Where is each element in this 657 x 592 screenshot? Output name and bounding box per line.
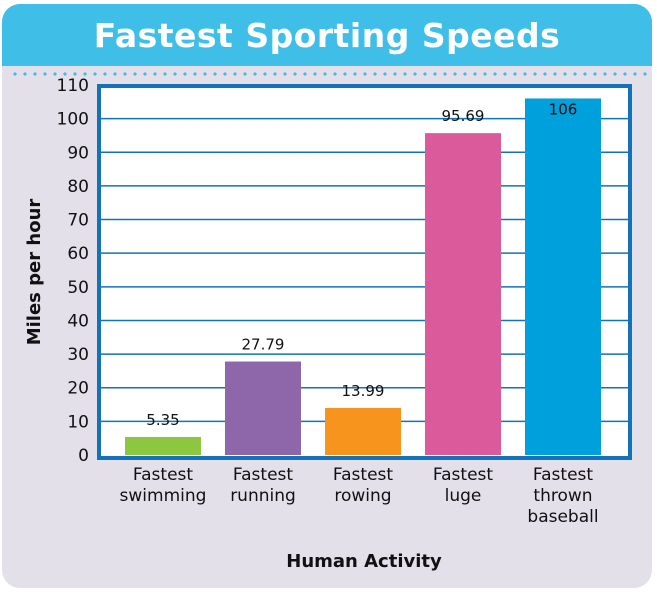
- x-tick-label: Fastest: [333, 465, 393, 485]
- chart-title: Fastest Sporting Speeds: [93, 16, 561, 55]
- x-tick-label: rowing: [334, 486, 391, 506]
- y-tick-label: 40: [67, 311, 89, 331]
- x-tick-label: luge: [445, 486, 482, 506]
- bar: [225, 361, 301, 455]
- x-tick-label: swimming: [120, 486, 207, 506]
- y-axis-title: Miles per hour: [24, 199, 45, 346]
- bar: [525, 98, 601, 456]
- bar: [325, 407, 401, 455]
- y-tick-label: 50: [67, 278, 89, 298]
- x-tick-label: running: [230, 486, 296, 506]
- y-tick-label: 70: [67, 211, 89, 231]
- x-tick-label: thrown: [533, 486, 592, 506]
- x-tick-label: baseball: [527, 507, 598, 527]
- x-tick-label: Fastest: [133, 465, 193, 485]
- data-label: 95.69: [442, 107, 485, 125]
- y-tick-label: 30: [67, 345, 89, 365]
- x-tick-label: Fastest: [433, 465, 493, 485]
- y-tick-label: 100: [57, 110, 89, 130]
- x-tick-label: Fastest: [533, 465, 593, 485]
- bar: [125, 437, 201, 455]
- y-tick-label: 20: [67, 379, 89, 399]
- bar: [425, 133, 501, 455]
- title-banner: Fastest Sporting Speeds: [2, 4, 652, 66]
- y-tick-label: 90: [67, 143, 89, 163]
- x-tick-label: Fastest: [233, 465, 293, 485]
- y-tick-label: 0: [78, 446, 89, 466]
- y-tick-label: 60: [67, 244, 89, 264]
- data-label: 13.99: [342, 382, 385, 400]
- data-label: 5.35: [146, 411, 179, 429]
- y-tick-label: 10: [67, 412, 89, 432]
- dotted-divider: [10, 72, 650, 76]
- y-tick-label: 80: [67, 177, 89, 197]
- data-label: 27.79: [242, 336, 285, 354]
- x-axis-title: Human Activity: [286, 551, 442, 572]
- y-tick-label: 110: [57, 76, 89, 96]
- plot-frame: [97, 84, 632, 460]
- data-label: 106: [549, 100, 578, 118]
